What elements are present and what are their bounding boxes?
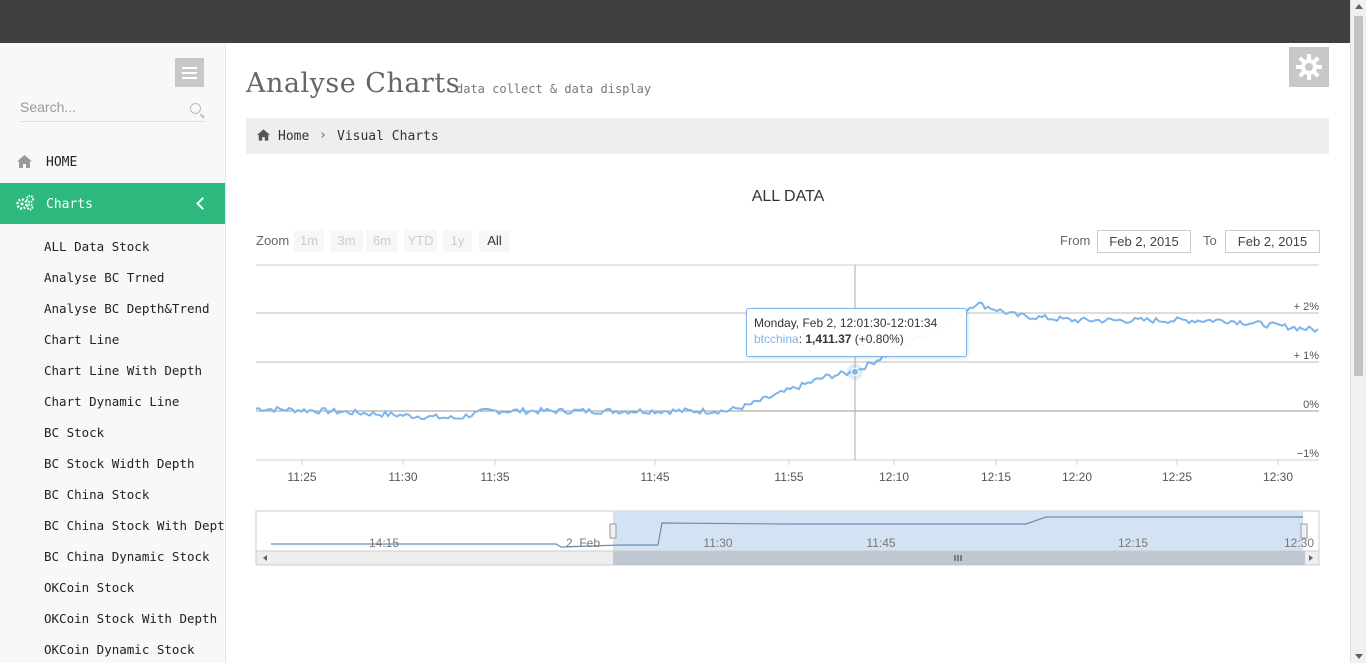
y-tick-label: + 2%: [1294, 301, 1320, 313]
sidebar-item[interactable]: Analyse BC Trned: [44, 270, 165, 285]
sidebar-item[interactable]: BC China Dynamic Stock: [44, 549, 210, 564]
nav-charts-label: Charts: [46, 197, 93, 212]
x-tick-label: 11:30: [388, 470, 417, 484]
main-content: Analyse Charts data collect & data displ…: [226, 43, 1350, 663]
x-tick-label: 11:25: [287, 470, 316, 484]
sidebar-item[interactable]: Analyse BC Depth&Trend: [44, 301, 210, 316]
sidebar-item[interactable]: BC China Stock With Depth: [44, 518, 226, 533]
search-input[interactable]: [20, 97, 180, 117]
sidebar-item[interactable]: OKCoin Dynamic Stock: [44, 642, 195, 657]
menu-toggle-button[interactable]: [175, 58, 204, 87]
x-tick-label: 11:55: [774, 470, 803, 484]
y-tick-label: −1%: [1297, 448, 1320, 460]
tooltip-change: (+0.80%): [854, 332, 904, 346]
scroll-right-icon: [1309, 555, 1313, 561]
navigator-label: 11:45: [866, 536, 895, 550]
x-tick-label: 11:35: [480, 470, 509, 484]
page-scrollbar[interactable]: [1350, 0, 1366, 663]
zoom-button[interactable]: 6m: [366, 230, 398, 252]
breadcrumb-current: Visual Charts: [337, 129, 439, 144]
tooltip-header: Monday, Feb 2, 12:01:30-12:01:34: [754, 316, 938, 330]
chart-title: ALL DATA: [751, 188, 825, 205]
scroll-up-icon[interactable]: [1355, 4, 1363, 9]
zoom-button[interactable]: 3m: [330, 230, 363, 252]
top-bar: [0, 0, 1350, 43]
navigator-label: 14:15: [369, 536, 399, 550]
zoom-button[interactable]: 1m: [294, 230, 324, 252]
search-box: [20, 97, 205, 122]
sidebar-item[interactable]: OKCoin Stock: [44, 580, 135, 595]
page-subtitle: data collect & data display: [456, 82, 652, 96]
zoom-button[interactable]: YTD: [404, 230, 437, 252]
tooltip-series-name: btcchina: [754, 332, 799, 346]
to-date-input[interactable]: Feb 2, 2015: [1225, 230, 1320, 253]
breadcrumb-separator: ›: [319, 128, 327, 143]
navigator-label: 11:30: [703, 536, 732, 550]
from-date-input[interactable]: Feb 2, 2015: [1097, 230, 1191, 253]
navigator-series: [271, 516, 1303, 548]
x-tick-label: 12:20: [1062, 470, 1092, 484]
navigator-handle-right: [1300, 523, 1308, 539]
scroll-left-icon: [263, 555, 267, 561]
home-icon: [17, 155, 32, 168]
zoom-label: Zoom: [256, 233, 290, 248]
sidebar-item[interactable]: BC Stock Width Depth: [44, 456, 195, 471]
zoom-button[interactable]: All: [479, 230, 510, 252]
x-tick-label: 12:10: [879, 470, 909, 484]
x-tick-label: 12:15: [981, 470, 1011, 484]
sidebar-item[interactable]: Chart Line With Depth: [44, 363, 203, 378]
x-tick-label: 12:25: [1162, 470, 1192, 484]
navigator-scrollbar-thumb: [613, 551, 1305, 565]
sidebar-item[interactable]: ALL Data Stock: [44, 239, 150, 254]
sidebar-item[interactable]: OKCoin Stock With Depth: [44, 611, 218, 626]
nav-home[interactable]: HOME: [0, 149, 225, 177]
y-tick-label: + 1%: [1294, 350, 1320, 362]
gear-icon: [1296, 54, 1322, 80]
home-icon: [257, 129, 270, 141]
scrollbar-grip-icon: [954, 555, 962, 561]
chart-tooltip: Monday, Feb 2, 12:01:30-12:01:34 btcchin…: [746, 308, 967, 357]
navigator-label: 2. Feb: [566, 536, 600, 550]
breadcrumb: Home › Visual Charts: [246, 118, 1329, 154]
scroll-down-icon[interactable]: [1355, 654, 1363, 659]
sidebar-item[interactable]: Chart Line: [44, 332, 120, 347]
navigator-label: 12:15: [1118, 536, 1148, 550]
charts-submenu: ALL Data Stock Analyse BC Trned Analyse BC…: [0, 236, 225, 663]
tooltip-value-line: btcchina: 1,411.37 (+0.80%): [754, 332, 904, 346]
zoom-button[interactable]: 1y: [443, 230, 472, 252]
x-tick-label: 12:30: [1263, 470, 1293, 484]
chevron-left-icon[interactable]: [196, 197, 209, 210]
sidebar: HOME Charts ALL Data Stock Analyse BC Trn…: [0, 43, 226, 663]
scroll-thumb[interactable]: [1354, 16, 1363, 376]
sidebar-item[interactable]: BC Stock: [44, 425, 105, 440]
settings-button[interactable]: [1289, 47, 1329, 87]
x-tick-label: 11:45: [640, 470, 669, 484]
y-tick-label: 0%: [1303, 399, 1319, 411]
page-title: Analyse Charts: [246, 68, 461, 99]
hover-point: [851, 367, 859, 376]
sidebar-item[interactable]: Chart Dynamic Line: [44, 394, 180, 409]
series-line-btcchina: [255, 301, 1319, 421]
sidebar-item[interactable]: BC China Stock: [44, 487, 150, 502]
nav-home-label: HOME: [46, 155, 78, 170]
search-icon[interactable]: [190, 103, 201, 114]
breadcrumb-home-link[interactable]: Home: [278, 129, 310, 144]
to-label: To: [1203, 233, 1217, 248]
navigator-label: 12:30: [1284, 536, 1314, 550]
navigator-selection: [613, 511, 1303, 551]
navigator-handle-left: [609, 523, 617, 539]
gears-icon: [16, 195, 34, 211]
tooltip-value: 1,411.37: [805, 332, 852, 346]
nav-charts[interactable]: Charts: [0, 183, 225, 224]
from-label: From: [1060, 233, 1091, 248]
stock-chart[interactable]: + 2% + 1% 0% −1% 11:25 11:30 11:35 11:45 11:55 12…: [226, 43, 1350, 663]
